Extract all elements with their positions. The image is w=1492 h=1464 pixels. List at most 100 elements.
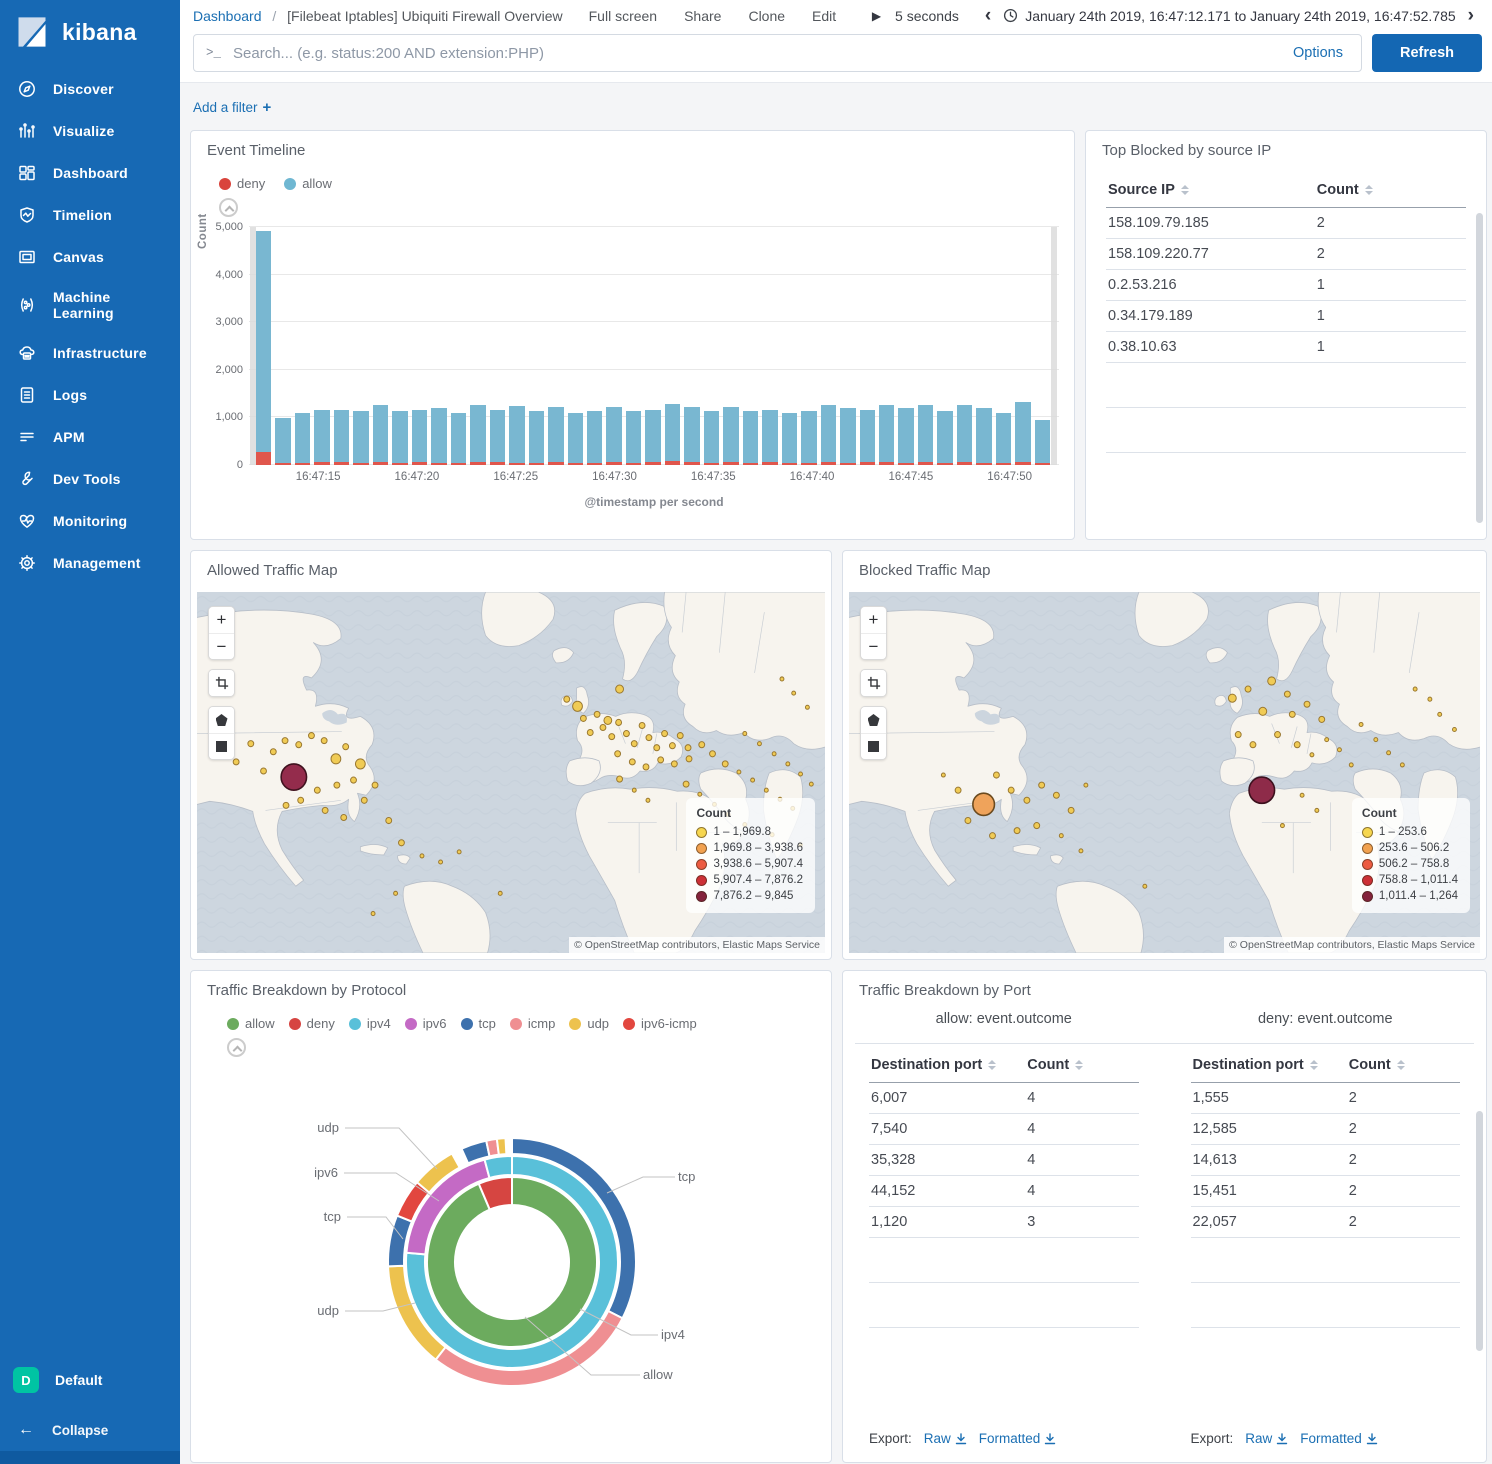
timeline-bar[interactable]: [528, 227, 545, 465]
timeline-bar[interactable]: [995, 227, 1012, 465]
map-bubble[interactable]: [798, 771, 803, 777]
map-bubble[interactable]: [1234, 731, 1242, 739]
timeline-bar[interactable]: [645, 227, 661, 465]
zoom-in-button[interactable]: +: [209, 607, 234, 633]
map-bubble[interactable]: [1386, 750, 1392, 756]
map-bubble[interactable]: [992, 771, 1000, 779]
sidebar-item-machine-learning[interactable]: Machine Learning: [0, 278, 180, 332]
map-bubble[interactable]: [698, 741, 706, 749]
zoom-out-button[interactable]: −: [209, 633, 234, 659]
map-bubble[interactable]: [398, 839, 405, 847]
map-bubble[interactable]: [1293, 741, 1301, 749]
scrollbar[interactable]: [1476, 1111, 1483, 1351]
map-bubble[interactable]: [419, 853, 425, 859]
map-bubble[interactable]: [1373, 737, 1379, 743]
timeline-bar[interactable]: [840, 227, 856, 465]
column-header-count[interactable]: Count: [1025, 1048, 1139, 1083]
timeline-bar[interactable]: [703, 227, 720, 465]
search-input[interactable]: >_ Search... (e.g. status:200 AND extens…: [193, 34, 1362, 72]
map-bubble-large[interactable]: [280, 763, 308, 792]
map-bubble[interactable]: [269, 748, 277, 756]
map-bubble[interactable]: [804, 704, 810, 710]
map-bubble[interactable]: [1083, 782, 1089, 788]
map-bubble[interactable]: [1067, 806, 1075, 814]
map-bubble[interactable]: [1324, 737, 1330, 743]
timeline-bar[interactable]: [625, 227, 642, 465]
sidebar-item-apm[interactable]: APM: [0, 416, 180, 458]
sidebar-item-monitoring[interactable]: Monitoring: [0, 500, 180, 542]
sunburst-slice-udp[interactable]: [415, 1152, 462, 1194]
map-bubble[interactable]: [1437, 711, 1443, 717]
map-bubble[interactable]: [1274, 731, 1281, 739]
sidebar-item-visualize[interactable]: Visualize: [0, 110, 180, 152]
fit-bounds-button[interactable]: [209, 670, 234, 696]
map-bubble[interactable]: [1058, 833, 1064, 839]
map-bubble[interactable]: [330, 753, 342, 765]
map-bubble[interactable]: [1318, 715, 1326, 723]
sidebar-item-infrastructure[interactable]: Infrastructure: [0, 332, 180, 374]
map-bubble[interactable]: [497, 890, 503, 896]
map-bubble[interactable]: [1013, 827, 1021, 835]
legend-item-tcp[interactable]: tcp: [460, 1016, 496, 1031]
map-bubble[interactable]: [1078, 848, 1084, 854]
timeline-bar[interactable]: [586, 227, 603, 465]
timeline-bar[interactable]: [879, 227, 895, 465]
map-bubble[interactable]: [697, 791, 703, 797]
map-bubble[interactable]: [614, 750, 622, 758]
map-bubble[interactable]: [608, 733, 616, 741]
export-raw-link[interactable]: Raw: [924, 1431, 967, 1446]
legend-collapse-icon[interactable]: [227, 1038, 246, 1057]
timeline-bar[interactable]: [450, 227, 467, 465]
map-bubble[interactable]: [616, 775, 624, 783]
map-bubble[interactable]: [721, 760, 729, 768]
collapse-button[interactable]: ← Collapse: [0, 1409, 180, 1451]
timeline-bar[interactable]: [275, 227, 291, 465]
zoom-in-button[interactable]: +: [861, 607, 886, 633]
map-bubble[interactable]: [1358, 721, 1364, 727]
timeline-bar[interactable]: [509, 227, 525, 465]
map-bubble[interactable]: [438, 859, 444, 865]
timeline-bar[interactable]: [1034, 227, 1051, 465]
map-bubble[interactable]: [657, 756, 665, 764]
map-bubble[interactable]: [586, 729, 594, 737]
map-bubble[interactable]: [989, 832, 996, 840]
timeline-bar[interactable]: [431, 227, 447, 465]
timeline-bar[interactable]: [976, 227, 992, 465]
timeline-bar[interactable]: [333, 227, 350, 465]
sunburst-slice-deny[interactable]: [477, 1175, 513, 1211]
map-bubble[interactable]: [360, 796, 368, 804]
export-raw-link[interactable]: Raw: [1245, 1431, 1288, 1446]
timeline-bar[interactable]: [606, 227, 622, 465]
map-bubble[interactable]: [281, 737, 289, 745]
column-header-destination-port[interactable]: Destination port: [1190, 1048, 1347, 1083]
map-bubble[interactable]: [320, 737, 328, 745]
legend-item-allow[interactable]: allow: [227, 1016, 275, 1031]
timeline-bar[interactable]: [762, 227, 778, 465]
scrollbar[interactable]: [1476, 213, 1483, 523]
column-header-count[interactable]: Count: [1314, 173, 1466, 208]
map-bubble[interactable]: [1283, 690, 1291, 698]
timeline-bar[interactable]: [742, 227, 759, 465]
map-bubble-large[interactable]: [1248, 776, 1276, 805]
sidebar-item-management[interactable]: Management: [0, 542, 180, 584]
map-bubble[interactable]: [1399, 762, 1405, 768]
breadcrumb-dashboard-link[interactable]: Dashboard: [193, 7, 262, 24]
timeline-bar[interactable]: [314, 227, 330, 465]
timeline-bar[interactable]: [723, 227, 739, 465]
timeline-bar[interactable]: [956, 227, 973, 465]
map-bubble[interactable]: [1288, 710, 1296, 718]
timeline-bar[interactable]: [372, 227, 389, 465]
map-bubble[interactable]: [1299, 792, 1305, 798]
play-icon[interactable]: ▶: [871, 8, 882, 23]
map-bubble[interactable]: [333, 781, 341, 789]
timeline-bar[interactable]: [937, 227, 953, 465]
map-bubble[interactable]: [371, 781, 379, 789]
map-bubble[interactable]: [1303, 700, 1311, 708]
map-bubble[interactable]: [642, 763, 650, 771]
sidebar-item-logs[interactable]: Logs: [0, 374, 180, 416]
map-bubble[interactable]: [593, 710, 601, 718]
map-bubble[interactable]: [370, 911, 376, 917]
map-bubble[interactable]: [354, 758, 366, 770]
map-bubble[interactable]: [684, 744, 692, 752]
legend-item-deny[interactable]: deny: [288, 1016, 335, 1031]
